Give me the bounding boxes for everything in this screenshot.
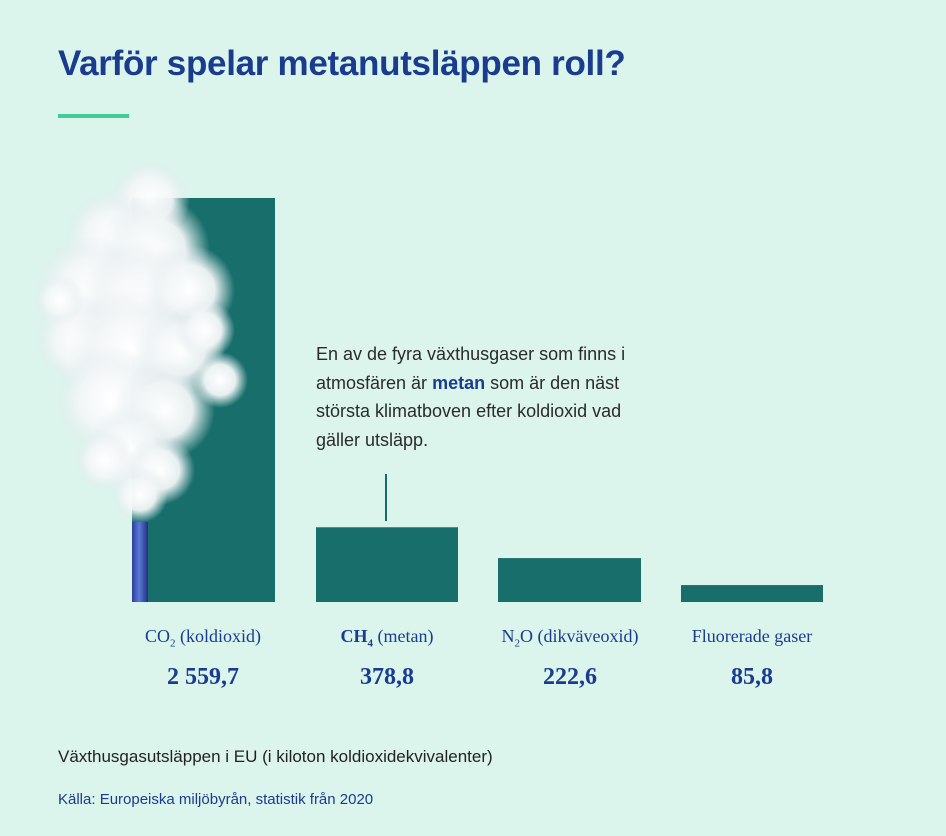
bar-3 — [681, 585, 823, 602]
value-label: 222,6 — [543, 664, 597, 690]
value-label: 85,8 — [731, 664, 773, 690]
category-label: N2O (dikväveoxid) — [501, 626, 639, 650]
smoke-illustration — [35, 160, 248, 602]
callout-line — [385, 474, 387, 521]
annotation-text: En av de fyra växthusgaser som finns i a… — [316, 344, 626, 450]
category-label: CO2 (koldioxid) — [144, 626, 261, 650]
smoke-puff — [35, 275, 85, 325]
annotation-highlight: metan — [432, 372, 486, 393]
category-label: CH4 (metan) — [340, 626, 434, 650]
smokestack — [132, 522, 148, 602]
page-title: Varför spelar metanutsläppen roll? — [58, 44, 626, 83]
smoke-puff — [192, 352, 248, 408]
value-label: 2 559,7 — [167, 664, 239, 690]
chart-subtitle: Växthusgasutsläppen i EU (i kiloton kold… — [58, 747, 493, 766]
smoke-puff — [75, 430, 135, 490]
chart-source: Källa: Europeiska miljöbyrån, statistik … — [58, 791, 374, 808]
category-label: Fluorerade gaser — [691, 626, 813, 646]
smoke-puff — [175, 300, 235, 360]
value-label: 378,8 — [360, 664, 414, 690]
bar-2 — [498, 558, 641, 602]
bar-1 — [316, 527, 458, 602]
title-underline — [58, 114, 129, 118]
